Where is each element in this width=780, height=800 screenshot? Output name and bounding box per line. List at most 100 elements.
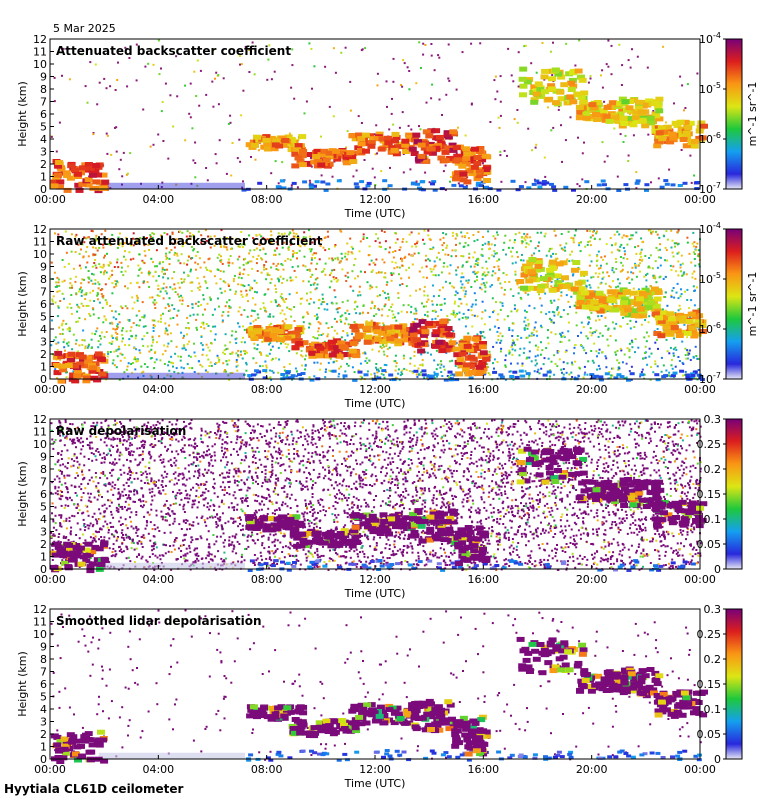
- noise-dot: [424, 171, 427, 174]
- noise-dot: [390, 279, 393, 282]
- noise-dot: [416, 240, 419, 243]
- cloud-cell-8: [655, 108, 664, 114]
- noise-dot: [429, 267, 432, 270]
- noise-dot: [491, 274, 494, 277]
- noise-dot: [124, 270, 127, 273]
- noise-dot: [483, 323, 486, 326]
- noise-dot: [281, 233, 284, 236]
- noise-dot: [179, 355, 182, 358]
- noise-dot: [512, 295, 515, 297]
- noise-dot: [75, 233, 78, 236]
- noise-dot: [601, 141, 604, 144]
- cloud-cell-9: [660, 129, 669, 135]
- noise-dot: [680, 254, 683, 257]
- noise-dot: [449, 377, 452, 379]
- noise-dot: [217, 360, 220, 363]
- noise-dot: [347, 250, 350, 253]
- noise-dot: [328, 105, 331, 108]
- noise-dot: [205, 167, 208, 169]
- cloud-cell-1: [275, 143, 284, 149]
- noise-dot: [610, 376, 613, 379]
- noise-dot: [194, 261, 197, 264]
- noise-dot: [81, 343, 84, 346]
- noise-dot: [531, 331, 534, 334]
- boundary-layer-cell: [699, 378, 705, 381]
- cloud-cell-5: [475, 364, 484, 370]
- noise-dot: [560, 294, 563, 297]
- noise-dot: [219, 287, 222, 290]
- cloud-cell-1: [271, 327, 280, 333]
- noise-dot: [476, 333, 479, 336]
- noise-dot: [557, 311, 560, 314]
- noise-dot: [417, 232, 420, 235]
- noise-dot: [288, 132, 291, 135]
- noise-dot: [186, 316, 189, 319]
- noise-dot: [383, 376, 386, 379]
- boundary-layer-cell: [426, 374, 432, 378]
- noise-dot: [270, 300, 273, 303]
- noise-dot: [496, 361, 499, 363]
- noise-dot: [454, 364, 457, 367]
- noise-dot: [78, 288, 81, 291]
- noise-dot: [234, 290, 237, 293]
- noise-dot: [286, 306, 289, 309]
- noise-dot: [625, 362, 628, 365]
- noise-dot: [84, 345, 87, 348]
- noise-dot: [240, 63, 243, 66]
- noise-dot: [240, 293, 243, 296]
- cloud-cell-3: [383, 135, 392, 141]
- noise-dot: [310, 257, 313, 259]
- noise-dot: [154, 265, 157, 268]
- noise-dot: [205, 266, 207, 269]
- noise-dot: [684, 354, 687, 357]
- cloud-cell-9: [691, 314, 700, 320]
- noise-dot: [388, 346, 391, 349]
- cloud-cell-9: [695, 135, 704, 141]
- noise-dot: [609, 237, 612, 240]
- noise-dot: [620, 269, 623, 272]
- noise-dot: [352, 175, 355, 178]
- noise-dot: [302, 242, 305, 245]
- noise-dot: [60, 324, 63, 327]
- cloud-cell-6: [568, 77, 577, 83]
- noise-dot: [111, 337, 114, 339]
- noise-dot: [431, 248, 434, 251]
- boundary-layer-cell: [308, 186, 314, 190]
- noise-dot: [639, 375, 642, 378]
- noise-dot: [228, 378, 231, 381]
- noise-dot: [268, 324, 271, 327]
- noise-dot: [210, 342, 212, 344]
- noise-dot: [258, 351, 261, 354]
- noise-dot: [651, 267, 654, 270]
- cloud-cell-1: [267, 135, 276, 141]
- noise-dot: [241, 295, 244, 298]
- noise-dot: [115, 366, 118, 369]
- noise-dot: [582, 376, 585, 379]
- noise-dot: [481, 248, 484, 251]
- noise-dot: [84, 266, 87, 269]
- boundary-layer-cell: [297, 373, 302, 377]
- noise-dot: [129, 258, 132, 261]
- noise-dot: [384, 272, 387, 275]
- noise-dot: [125, 368, 128, 371]
- cloud-cell-2: [319, 349, 328, 355]
- cloud-cell-5: [461, 367, 470, 373]
- noise-dot: [526, 327, 529, 330]
- noise-dot: [281, 297, 284, 300]
- noise-dot: [605, 63, 608, 66]
- noise-dot: [496, 318, 499, 321]
- noise-dot: [496, 231, 498, 234]
- cloud-cell-1: [262, 134, 271, 140]
- cloud-cell-6: [534, 263, 543, 269]
- noise-dot: [231, 351, 234, 354]
- noise-dot: [323, 300, 326, 303]
- noise-dot: [282, 299, 285, 302]
- noise-dot: [152, 330, 155, 332]
- cloud-cell-4: [432, 329, 441, 335]
- boundary-layer-cell: [514, 376, 520, 379]
- noise-dot: [601, 69, 604, 72]
- noise-dot: [437, 315, 439, 318]
- noise-dot: [510, 362, 512, 365]
- noise-dot: [162, 140, 165, 142]
- cloud-cell-8: [644, 304, 653, 310]
